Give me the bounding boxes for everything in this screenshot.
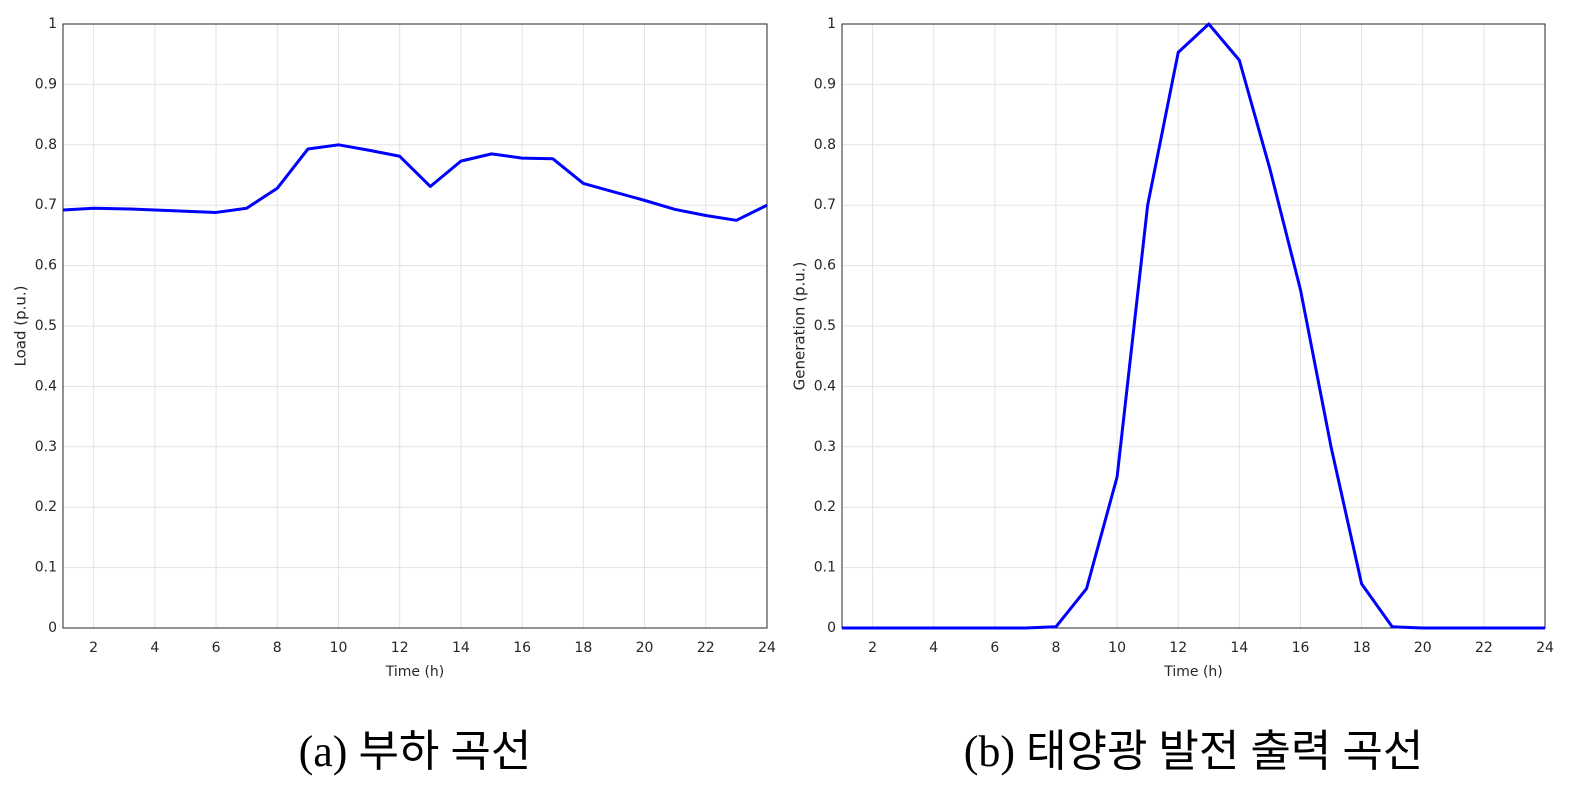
- y-tick-label: 0.1: [35, 560, 57, 576]
- x-tick-label: 20: [636, 640, 654, 656]
- x-tick-label: 12: [391, 640, 409, 656]
- x-axis-label: Time (h): [1163, 664, 1223, 680]
- y-tick-label: 0.9: [35, 76, 57, 92]
- x-tick-label: 8: [273, 640, 282, 656]
- y-tick-label: 0.6: [814, 258, 836, 274]
- x-tick-label: 2: [868, 640, 877, 656]
- x-tick-label: 16: [513, 640, 531, 656]
- y-tick-label: 0.4: [814, 378, 836, 394]
- x-axis-label: Time (h): [385, 664, 445, 680]
- x-tick-label: 8: [1051, 640, 1060, 656]
- x-tick-label: 18: [574, 640, 592, 656]
- y-tick-label: 1: [48, 16, 57, 32]
- x-tick-label: 14: [452, 640, 470, 656]
- caption: (a) 부하 곡선: [299, 727, 532, 776]
- data-line: [62, 143, 768, 222]
- y-axis-label: Load (p.u.): [12, 285, 30, 366]
- y-tick-label: 0: [48, 620, 57, 636]
- x-tick-label: 20: [1414, 640, 1432, 656]
- y-tick-label: 0.5: [814, 318, 836, 334]
- x-tick-label: 24: [1536, 640, 1554, 656]
- y-tick-label: 0.5: [35, 318, 57, 334]
- x-tick-label: 10: [330, 640, 348, 656]
- y-tick-label: 0.3: [35, 439, 57, 455]
- y-tick-label: 1: [827, 16, 836, 32]
- x-tick-label: 24: [758, 640, 776, 656]
- x-tick-label: 4: [150, 640, 159, 656]
- y-tick-label: 0.9: [814, 76, 836, 92]
- y-tick-label: 0.4: [35, 378, 57, 394]
- x-tick-label: 6: [990, 640, 999, 656]
- y-tick-label: 0.2: [35, 499, 57, 515]
- y-tick-label: 0.8: [814, 137, 836, 153]
- y-tick-label: 0.7: [35, 197, 57, 213]
- y-tick-label: 0.8: [35, 137, 57, 153]
- x-tick-label: 12: [1169, 640, 1187, 656]
- x-tick-label: 22: [1475, 640, 1493, 656]
- x-tick-label: 6: [212, 640, 221, 656]
- x-tick-label: 22: [697, 640, 715, 656]
- x-tick-label: 10: [1108, 640, 1126, 656]
- x-tick-label: 4: [929, 640, 938, 656]
- x-tick-label: 14: [1230, 640, 1248, 656]
- y-tick-label: 0.7: [814, 197, 836, 213]
- caption: (b) 태양광 발전 출력 곡선: [964, 727, 1424, 776]
- axes-box: [841, 23, 1546, 629]
- x-tick-label: 2: [89, 640, 98, 656]
- data-line: [842, 22, 1545, 630]
- x-tick-label: 18: [1353, 640, 1371, 656]
- y-tick-label: 0.6: [35, 258, 57, 274]
- y-tick-label: 0.1: [814, 560, 836, 576]
- x-tick-label: 16: [1292, 640, 1310, 656]
- axes-box: [62, 23, 768, 629]
- y-tick-label: 0: [827, 620, 836, 636]
- y-tick-label: 0.3: [814, 439, 836, 455]
- y-tick-label: 0.2: [814, 499, 836, 515]
- y-axis-label: Generation (p.u.): [791, 262, 809, 391]
